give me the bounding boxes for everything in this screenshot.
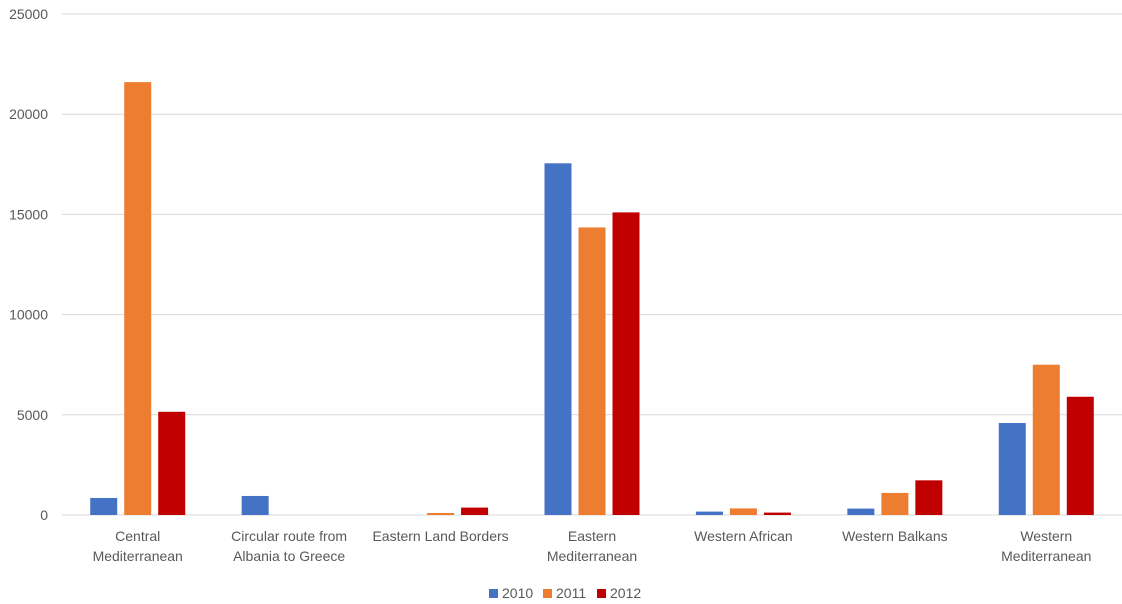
legend-label-2012: 2012 — [610, 585, 641, 601]
x-category-label-line: Western Balkans — [842, 528, 948, 544]
x-category-label: Western African — [694, 528, 793, 544]
bar-2010-7 — [998, 423, 1026, 515]
bar-2010-2 — [241, 495, 269, 515]
legend-label-2010: 2010 — [502, 585, 533, 601]
x-axis-category-labels: Central Mediterranean Circular route from A… — [93, 528, 1092, 564]
bar-2011-4 — [578, 227, 606, 515]
y-tick-label: 0 — [40, 507, 48, 523]
x-category-label: Western Mediterranean — [1001, 528, 1091, 564]
bar-2011-6 — [881, 492, 909, 515]
x-category-label: Central Mediterranean — [93, 528, 183, 564]
x-category-label: Circular route from Albania to Greece — [231, 528, 347, 564]
legend-swatch-2010 — [489, 589, 498, 598]
bar-2011-3 — [427, 512, 455, 515]
x-category-label-line: Central — [115, 528, 160, 544]
y-tick-label: 20000 — [9, 106, 48, 122]
bar-2012-4 — [612, 212, 640, 515]
legend: 2010 2011 2012 — [489, 585, 641, 601]
x-category-label-line: Mediterranean — [1001, 548, 1091, 564]
x-category-label-line: Eastern — [568, 528, 616, 544]
bar-2010-4 — [544, 163, 572, 515]
bar-2010-5 — [695, 511, 723, 515]
y-tick-label: 15000 — [9, 206, 48, 222]
bar-2012-6 — [915, 480, 943, 515]
bar-2012-5 — [763, 512, 791, 515]
bars — [90, 82, 1094, 516]
legend-label-2011: 2011 — [556, 585, 586, 601]
bar-2011-7 — [1032, 364, 1060, 515]
x-category-label-line: Circular route from — [231, 528, 347, 544]
bar-2011-5 — [729, 508, 757, 515]
y-tick-label: 5000 — [17, 407, 48, 423]
bar-2012-7 — [1066, 396, 1094, 515]
bar-2012-1 — [158, 411, 186, 515]
bar-2011-1 — [124, 82, 152, 516]
bar-2010-6 — [847, 508, 875, 515]
x-category-label: Eastern Mediterranean — [547, 528, 637, 564]
y-axis-tick-labels: 0 5000 10000 15000 20000 25000 — [9, 6, 48, 523]
x-category-label-line: Western — [1020, 528, 1072, 544]
legend-swatch-2012 — [597, 589, 606, 598]
x-category-label-line: Western African — [694, 528, 793, 544]
x-category-label: Western Balkans — [842, 528, 948, 544]
x-category-label: Eastern Land Borders — [372, 528, 508, 544]
x-category-label-line: Eastern Land Borders — [372, 528, 508, 544]
x-category-label-line: Mediterranean — [547, 548, 637, 564]
x-category-label-line: Albania to Greece — [233, 548, 345, 564]
bar-2010-1 — [90, 497, 118, 515]
bar-2012-3 — [461, 507, 489, 515]
legend-swatch-2011 — [543, 589, 552, 598]
y-tick-label: 25000 — [9, 6, 48, 22]
y-tick-label: 10000 — [9, 307, 48, 323]
x-category-label-line: Mediterranean — [93, 548, 183, 564]
